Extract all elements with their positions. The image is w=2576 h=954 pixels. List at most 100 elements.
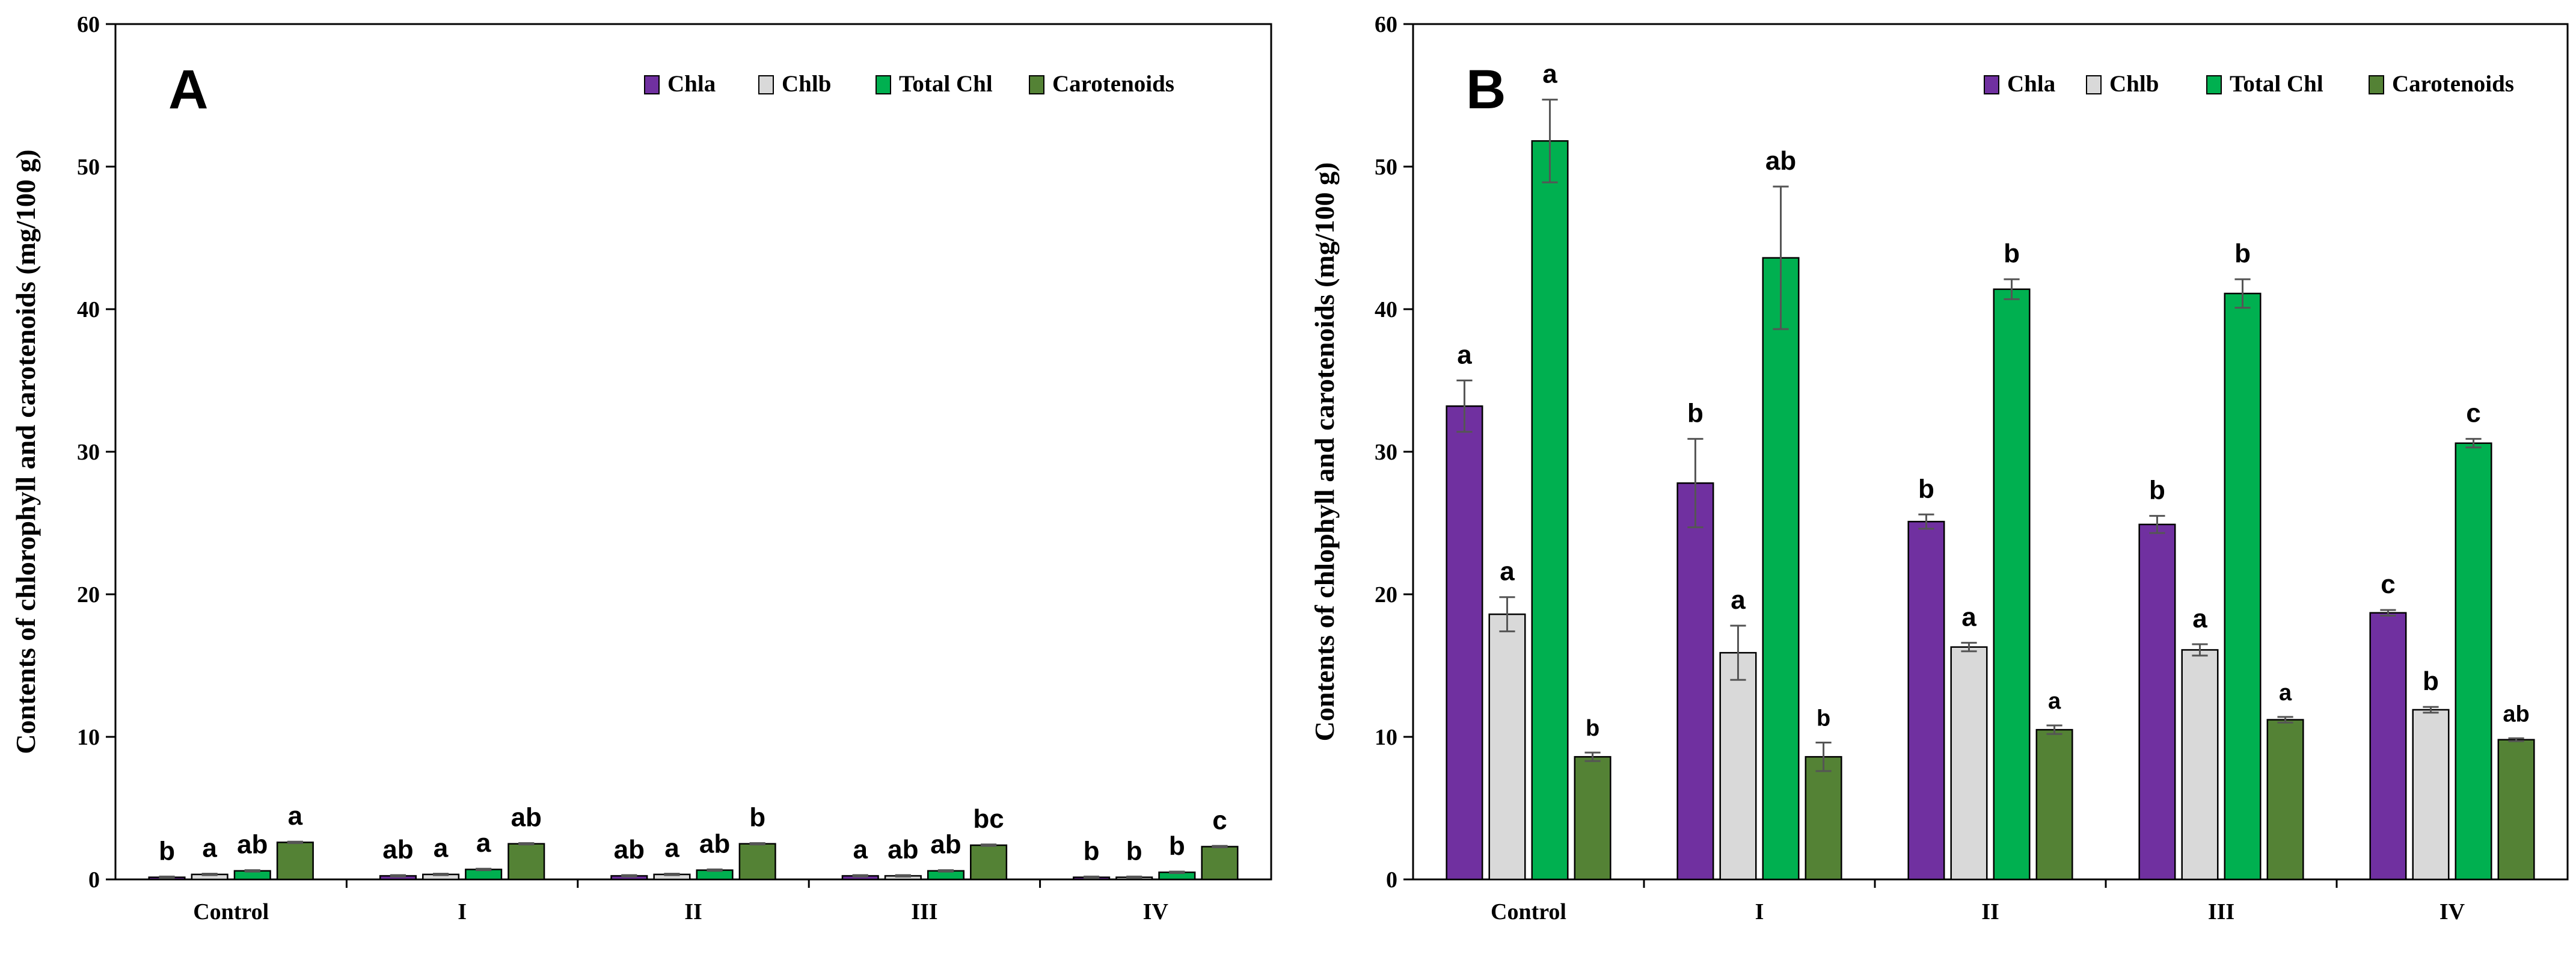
legend-label: Total Chl <box>899 71 993 97</box>
significance-label: ab <box>930 830 961 860</box>
x-tick-label: III <box>2208 899 2234 925</box>
y-tick-label: 50 <box>1375 155 1397 180</box>
legend: Chla Chlb Total Chl Carotenoids <box>1984 71 2514 97</box>
significance-label: bc <box>973 804 1004 834</box>
legend-label: Carotenoids <box>1052 71 1174 97</box>
significance-label: ab <box>2503 701 2529 727</box>
significance-label: a <box>434 834 449 863</box>
legend-swatch <box>1984 75 1999 94</box>
bar-carotenoids <box>1201 846 1239 881</box>
legend-label: Chla <box>2007 71 2055 97</box>
y-tick-label: 10 <box>77 725 100 750</box>
legend-swatch <box>644 75 660 94</box>
significance-label: ab <box>382 835 413 864</box>
significance-label: ab <box>1765 146 1796 176</box>
x-tick-label: Control <box>1491 899 1566 925</box>
legend-swatch <box>876 75 891 94</box>
bar-chlb <box>1488 613 1526 881</box>
significance-label: a <box>1500 557 1515 586</box>
bar-carotenoids <box>276 842 314 881</box>
x-tick-label: I <box>458 899 467 925</box>
y-tick-label: 20 <box>77 582 100 608</box>
significance-label: a <box>202 834 217 863</box>
y-tick-label: 50 <box>77 155 100 180</box>
significance-label: b <box>1084 836 1100 866</box>
legend-swatch <box>2086 75 2102 94</box>
y-tick-label: 30 <box>77 440 100 465</box>
significance-label: ab <box>614 835 645 864</box>
significance-label: b <box>1126 836 1142 866</box>
significance-label: b <box>1687 399 1704 428</box>
legend-swatch <box>2369 75 2384 94</box>
x-tick-label: II <box>684 899 702 925</box>
legend-label: Total Chl <box>2230 71 2323 97</box>
significance-label: ab <box>237 830 268 860</box>
bar-chlb <box>2181 649 2219 881</box>
significance-label: a <box>2048 689 2061 714</box>
significance-label: b <box>1817 706 1830 731</box>
legend-label: Chla <box>667 71 716 97</box>
legend-label: Chlb <box>2109 71 2159 97</box>
significance-label: a <box>853 835 868 864</box>
bar-chla <box>2138 523 2176 881</box>
significance-label: a <box>1542 60 1557 89</box>
legend-swatch <box>2206 75 2222 94</box>
x-tick-label: IV <box>2440 899 2465 925</box>
significance-label: b <box>2234 239 2251 268</box>
y-tick-label: 30 <box>1375 440 1397 465</box>
bar-total-chl <box>2455 442 2492 881</box>
significance-label: a <box>664 834 679 863</box>
bar-carotenoids <box>1574 756 1612 881</box>
significance-label: c <box>1212 805 1227 835</box>
significance-label: b <box>2423 666 2439 696</box>
y-axis-label: Contents of chlophyll and carotenoids (m… <box>1309 162 1340 742</box>
bar-chla <box>2369 612 2407 881</box>
significance-label: a <box>2192 604 2207 633</box>
significance-label: b <box>1586 716 1599 741</box>
bar-carotenoids <box>970 844 1008 881</box>
chart-panel-a: 0 10 20 30 40 50 60 Contents of chlorophyll and… <box>10 12 1272 925</box>
y-axis-label: Contents of chlorophyll and carotenoids … <box>10 149 41 754</box>
bar-chla <box>1446 405 1483 881</box>
significance-label: b <box>1169 831 1185 861</box>
y-tick-label: 60 <box>1375 12 1397 37</box>
bar-total-chl <box>1762 257 1800 881</box>
significance-label: b <box>2149 476 2165 505</box>
significance-label: ab <box>699 829 730 858</box>
legend-swatch <box>758 75 774 94</box>
significance-label: a <box>1457 340 1472 370</box>
y-tick-label: 40 <box>1375 297 1397 322</box>
panel-letter: A <box>168 59 208 120</box>
legend: Chla Chlb Total Chl Carotenoids <box>644 71 1174 97</box>
significance-label: ab <box>511 803 542 832</box>
y-tick-label: 0 <box>88 867 100 893</box>
bar-total-chl <box>1993 288 2031 881</box>
significance-label: a <box>288 801 303 831</box>
legend-label: Carotenoids <box>2392 71 2514 97</box>
significance-label: a <box>1961 603 1976 632</box>
significance-label: b <box>749 803 765 832</box>
y-tick-label: 60 <box>77 12 100 37</box>
significance-label: ab <box>888 835 918 864</box>
x-tick-label: III <box>911 899 937 925</box>
plot-frame <box>114 23 1272 881</box>
bar-chlb <box>1950 646 1988 881</box>
panel-letter: B <box>1466 59 1506 120</box>
bar-total-chl <box>2224 292 2262 881</box>
significance-label: b <box>1918 474 1934 503</box>
x-tick-label: I <box>1755 899 1764 925</box>
bar-carotenoids <box>1805 756 1842 881</box>
significance-label: b <box>159 836 175 866</box>
bar-carotenoids <box>738 843 776 881</box>
y-tick-label: 40 <box>77 297 100 322</box>
x-tick-label: Control <box>193 899 269 925</box>
bar-chlb <box>1719 651 1757 881</box>
bar-total-chl <box>1531 140 1569 881</box>
bar-carotenoids <box>508 843 545 881</box>
bar-carotenoids <box>2266 719 2304 881</box>
legend-swatch <box>1029 75 1044 94</box>
x-tick-label: IV <box>1143 899 1169 925</box>
bar-carotenoids <box>2035 728 2073 881</box>
bar-carotenoids <box>2497 739 2535 881</box>
x-tick-label: II <box>1981 899 1999 925</box>
